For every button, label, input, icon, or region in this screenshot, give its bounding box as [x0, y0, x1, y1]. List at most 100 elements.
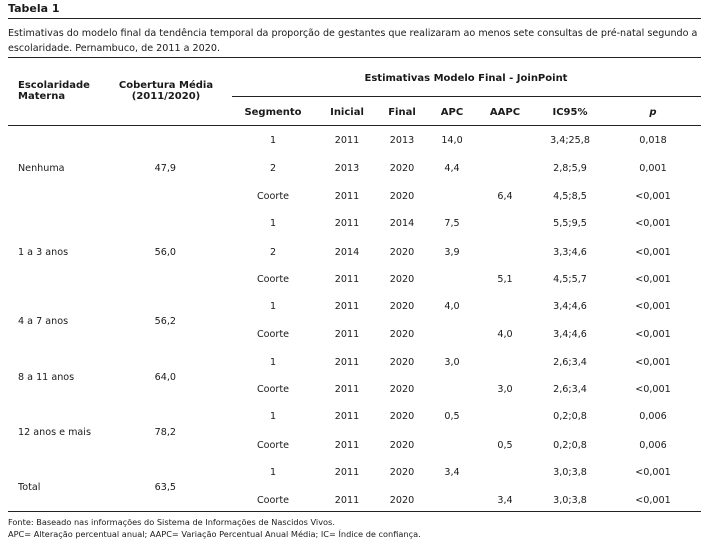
- cell-p: 0,001: [639, 163, 667, 174]
- cell-final: 2020: [389, 191, 415, 202]
- cell-inicial: 2011: [334, 440, 360, 451]
- cell-inicial: 2011: [334, 301, 360, 312]
- header-aapc: AAPC: [489, 107, 521, 118]
- cell-inicial: 2011: [334, 495, 360, 506]
- table-caption: Estimativas do modelo final da tendência…: [8, 28, 698, 54]
- group-label: 4 a 7 anos: [18, 316, 69, 327]
- group-cobertura: 78,2: [154, 427, 176, 438]
- cell-aapc: 3,0: [497, 384, 513, 395]
- header-final: Final: [388, 107, 416, 118]
- footnote-fonte: Fonte: Baseado nas informações do Sistem…: [8, 517, 335, 527]
- cell-apc: 14,0: [441, 135, 463, 146]
- header-apc: APC: [440, 107, 464, 118]
- cell-inicial: 2014: [334, 247, 360, 258]
- group-label: Nenhuma: [18, 163, 65, 174]
- cell-ic: 3,4;25,8: [550, 135, 590, 146]
- cell-ic: 3,4;4,6: [553, 301, 587, 312]
- cell-p: 0,006: [639, 440, 667, 451]
- cell-segmento: Coorte: [256, 329, 290, 340]
- cell-inicial: 2011: [334, 411, 360, 422]
- cell-apc: 3,9: [444, 247, 460, 258]
- cell-inicial: 2013: [334, 163, 360, 174]
- header-ic: IC95%: [552, 107, 588, 118]
- cell-final: 2014: [389, 218, 415, 229]
- table-title: Tabela 1: [8, 2, 60, 15]
- cell-final: 2020: [389, 357, 415, 368]
- cell-segmento: Coorte: [256, 191, 290, 202]
- cell-segmento: 1: [269, 467, 277, 478]
- cell-segmento: Coorte: [256, 440, 290, 451]
- cell-aapc: 6,4: [497, 191, 513, 202]
- cell-ic: 2,8;5,9: [553, 163, 587, 174]
- cell-aapc: 3,4: [497, 495, 513, 506]
- cell-p: <0,001: [635, 247, 671, 258]
- cell-segmento: 2: [269, 163, 277, 174]
- header-escolaridade: Escolaridade Materna: [18, 80, 90, 102]
- bottom-rule: [8, 511, 701, 512]
- header-cobertura: Cobertura Média (2011/2020): [118, 80, 214, 102]
- cell-ic: 4,5;5,7: [553, 274, 587, 285]
- cell-ic: 0,2;0,8: [553, 411, 587, 422]
- group-label: Total: [18, 482, 41, 493]
- cell-final: 2020: [389, 440, 415, 451]
- cell-p: <0,001: [635, 274, 671, 285]
- cell-apc: 4,4: [444, 163, 460, 174]
- cell-p: 0,006: [639, 411, 667, 422]
- title-rule: [8, 18, 701, 19]
- cell-inicial: 2011: [334, 191, 360, 202]
- header-segmento: Segmento: [244, 107, 302, 118]
- cell-inicial: 2011: [334, 467, 360, 478]
- cell-final: 2020: [389, 274, 415, 285]
- cell-segmento: 1: [269, 218, 277, 229]
- header-inicial: Inicial: [330, 107, 364, 118]
- cell-final: 2020: [389, 495, 415, 506]
- cell-ic: 3,3;4,6: [553, 247, 587, 258]
- cell-final: 2020: [389, 384, 415, 395]
- cell-segmento: 1: [269, 411, 277, 422]
- cell-apc: 0,5: [444, 411, 460, 422]
- group-cobertura: 63,5: [154, 482, 176, 493]
- cell-final: 2020: [389, 467, 415, 478]
- cell-ic: 4,5;8,5: [553, 191, 587, 202]
- cell-apc: 3,4: [444, 467, 460, 478]
- cell-segmento: Coorte: [256, 384, 290, 395]
- cell-ic: 2,6;3,4: [553, 384, 587, 395]
- cell-p: 0,018: [639, 135, 667, 146]
- cell-final: 2020: [389, 329, 415, 340]
- cell-inicial: 2011: [334, 218, 360, 229]
- header-rule: [8, 125, 701, 126]
- cell-ic: 0,2;0,8: [553, 440, 587, 451]
- cell-segmento: 2: [269, 247, 277, 258]
- cell-p: <0,001: [635, 467, 671, 478]
- header-p: p: [649, 107, 657, 118]
- cell-final: 2020: [389, 163, 415, 174]
- group-label: 1 a 3 anos: [18, 247, 69, 258]
- cell-segmento: 1: [269, 135, 277, 146]
- cell-final: 2020: [389, 411, 415, 422]
- cell-final: 2020: [389, 247, 415, 258]
- cell-p: <0,001: [635, 191, 671, 202]
- cell-inicial: 2011: [334, 135, 360, 146]
- cell-p: <0,001: [635, 218, 671, 229]
- group-cobertura: 64,0: [154, 372, 176, 383]
- cell-inicial: 2011: [334, 357, 360, 368]
- cell-aapc: 0,5: [497, 440, 513, 451]
- cell-ic: 3,0;3,8: [553, 495, 587, 506]
- cell-ic: 3,4;4,6: [553, 329, 587, 340]
- cell-final: 2020: [389, 301, 415, 312]
- group-rule: [232, 96, 701, 97]
- cell-inicial: 2011: [334, 384, 360, 395]
- cell-segmento: 1: [269, 357, 277, 368]
- footnote-abreviacoes: APC= Alteração percentual anual; AAPC= V…: [8, 529, 421, 539]
- cell-apc: 7,5: [444, 218, 460, 229]
- caption-rule: [8, 57, 701, 58]
- cell-inicial: 2011: [334, 329, 360, 340]
- cell-segmento: 1: [269, 301, 277, 312]
- cell-inicial: 2011: [334, 274, 360, 285]
- cell-apc: 3,0: [444, 357, 460, 368]
- group-label: 12 anos e mais: [18, 427, 91, 438]
- cell-p: <0,001: [635, 384, 671, 395]
- cell-p: <0,001: [635, 357, 671, 368]
- cell-ic: 5,5;9,5: [553, 218, 587, 229]
- cell-segmento: Coorte: [256, 495, 290, 506]
